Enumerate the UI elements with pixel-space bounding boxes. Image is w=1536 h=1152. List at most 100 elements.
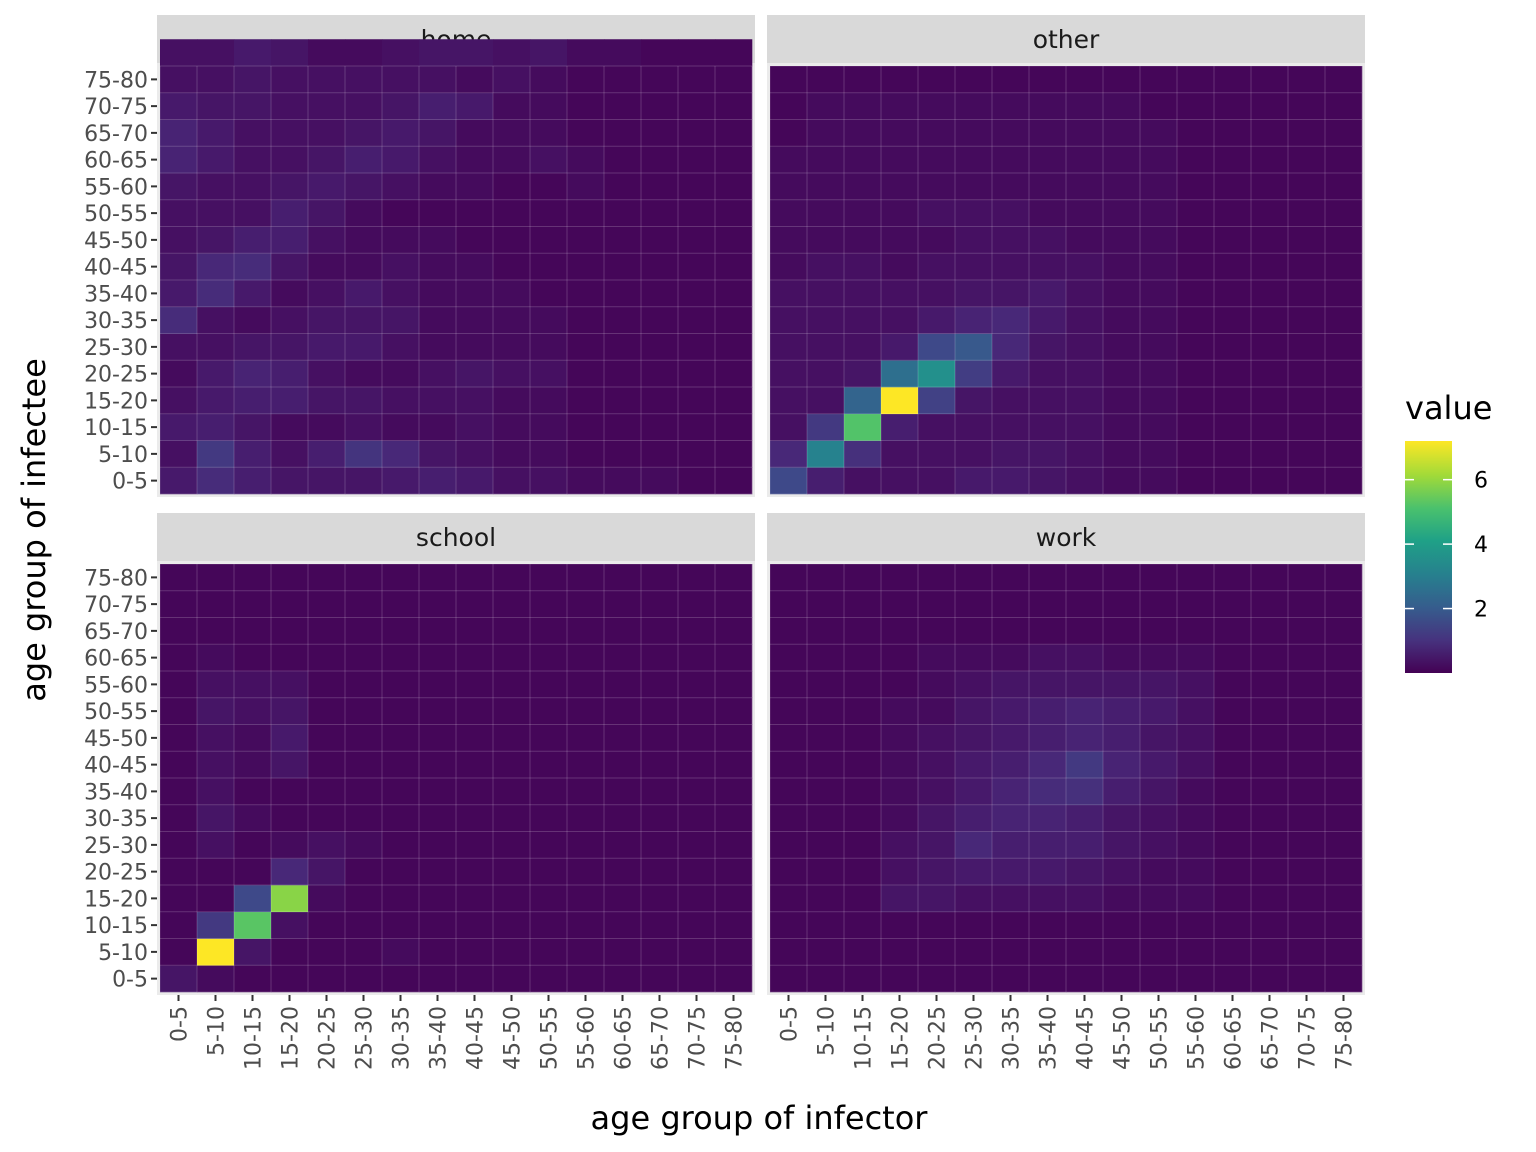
heatmap-cell <box>493 306 531 334</box>
heatmap-cell <box>160 146 198 174</box>
heatmap-cell <box>715 119 753 147</box>
heatmap-cell <box>1140 280 1178 308</box>
heatmap-cell <box>844 911 882 939</box>
heatmap-cell <box>881 778 919 806</box>
heatmap-cell <box>197 778 235 806</box>
x-tick-label: 75-80 <box>723 1006 748 1070</box>
heatmap-cell <box>1140 173 1178 201</box>
heatmap-cell <box>1029 226 1067 254</box>
heatmap-cell <box>1103 92 1141 120</box>
heatmap-cell <box>1066 119 1104 147</box>
heatmap-cell <box>1140 804 1178 832</box>
heatmap-cell <box>641 965 679 993</box>
heatmap-cell <box>456 146 494 174</box>
x-tick-label: 55-60 <box>1185 1006 1210 1070</box>
heatmap-cell <box>530 564 568 592</box>
heatmap-cell <box>1029 724 1067 752</box>
heatmap-cell <box>918 333 956 361</box>
heatmap-cell <box>271 467 309 495</box>
heatmap-cell <box>1103 253 1141 281</box>
heatmap-cell <box>456 467 494 495</box>
heatmap-cell <box>1251 146 1289 174</box>
heatmap-cell <box>844 885 882 913</box>
y-tick-label: 65-70 <box>84 122 148 147</box>
heatmap-cell <box>1214 671 1252 699</box>
heatmap-cell <box>807 333 845 361</box>
heatmap-cell <box>1325 333 1363 361</box>
heatmap-cell <box>493 965 531 993</box>
heatmap-cell <box>308 173 346 201</box>
heatmap-cell <box>197 333 235 361</box>
heatmap-cell <box>308 306 346 334</box>
heatmap-cell <box>1251 617 1289 645</box>
heatmap-cell <box>234 644 272 672</box>
heatmap-cell <box>456 413 494 441</box>
heatmap-cell <box>604 306 642 334</box>
y-tick-label: 0-5 <box>112 968 148 993</box>
x-tick-label: 20-25 <box>316 1006 341 1070</box>
heatmap-cell <box>419 387 457 415</box>
heatmap-cell <box>530 253 568 281</box>
heatmap-cell <box>770 92 808 120</box>
heatmap-cell <box>493 938 531 966</box>
x-tick-label: 40-45 <box>1074 1006 1099 1070</box>
heatmap-cell <box>382 413 420 441</box>
heatmap-cell <box>345 280 383 308</box>
heatmap-cell <box>1029 146 1067 174</box>
heatmap-cell <box>567 360 605 388</box>
heatmap-cell <box>844 387 882 415</box>
heatmap-cell <box>1288 387 1326 415</box>
heatmap-cell <box>1140 965 1178 993</box>
heatmap-cell <box>807 173 845 201</box>
heatmap-cell <box>1066 590 1104 618</box>
heatmap-cell <box>234 938 272 966</box>
heatmap-cell <box>234 564 272 592</box>
heatmap-cell <box>1029 333 1067 361</box>
heatmap-cell <box>419 590 457 618</box>
heatmap-cell <box>1288 885 1326 913</box>
heatmap-cell <box>604 590 642 618</box>
x-tick-label: 25-30 <box>963 1006 988 1070</box>
heatmap-cell <box>1177 146 1215 174</box>
heatmap-cell <box>715 858 753 886</box>
heatmap-cell <box>567 778 605 806</box>
heatmap-cell <box>308 146 346 174</box>
heatmap-cell <box>678 590 716 618</box>
heatmap-cell <box>271 938 309 966</box>
heatmap-cell <box>807 467 845 495</box>
heatmap-cell <box>1029 92 1067 120</box>
heatmap-cell <box>1140 253 1178 281</box>
heatmap-cell <box>308 467 346 495</box>
heatmap-cell <box>1214 333 1252 361</box>
heatmap-cell <box>1325 697 1363 725</box>
heatmap-cell <box>197 938 235 966</box>
heatmap-cell <box>1066 280 1104 308</box>
heatmap-cell <box>807 564 845 592</box>
heatmap-cell <box>1214 387 1252 415</box>
heatmap-cell <box>234 440 272 468</box>
heatmap-cell <box>844 253 882 281</box>
heatmap-cell <box>715 697 753 725</box>
heatmap-cell <box>1177 360 1215 388</box>
heatmap-cell <box>345 911 383 939</box>
heatmap-cell <box>770 146 808 174</box>
heatmap-cell <box>1325 831 1363 859</box>
heatmap-cell <box>493 617 531 645</box>
heatmap-cell <box>992 226 1030 254</box>
heatmap-cell <box>844 146 882 174</box>
heatmap-cell <box>493 885 531 913</box>
heatmap-cell <box>604 92 642 120</box>
heatmap-cell <box>1029 280 1067 308</box>
heatmap-cell <box>918 467 956 495</box>
heatmap-cell <box>992 146 1030 174</box>
heatmap-cell <box>456 938 494 966</box>
heatmap-cell <box>604 39 642 67</box>
heatmap-cell <box>1029 119 1067 147</box>
heatmap-cell <box>1103 119 1141 147</box>
heatmap-cell <box>992 804 1030 832</box>
heatmap-cell <box>234 146 272 174</box>
facet-panel-other: other <box>767 15 1365 497</box>
heatmap-cell <box>1288 724 1326 752</box>
heatmap-cell <box>530 66 568 94</box>
heatmap-cell <box>530 671 568 699</box>
